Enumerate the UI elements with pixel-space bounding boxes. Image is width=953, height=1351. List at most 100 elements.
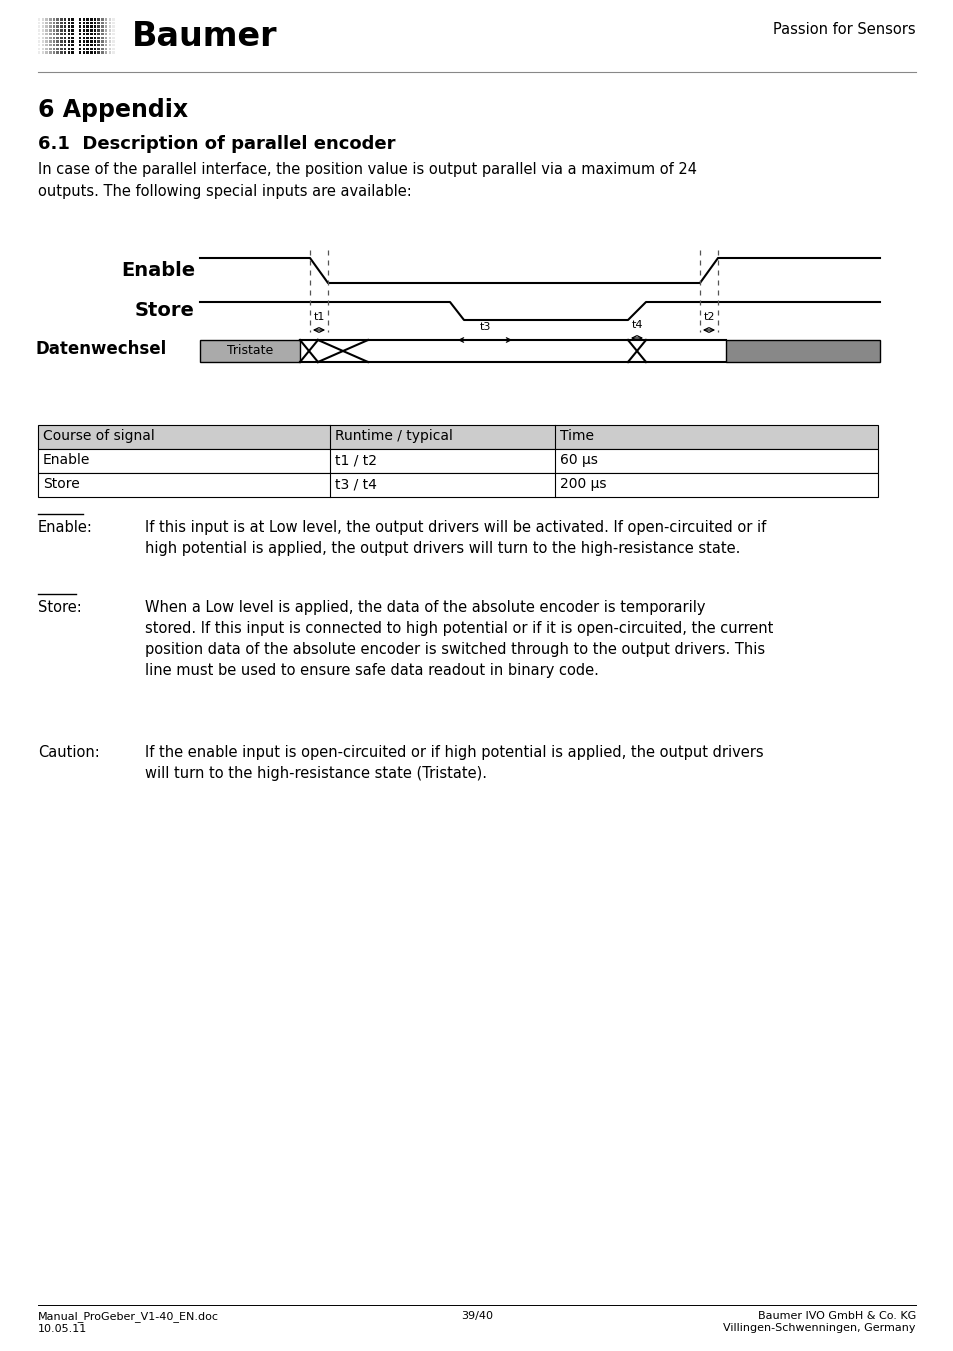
Text: If the enable input is open-circuited or if high potential is applied, the outpu: If the enable input is open-circuited or… — [145, 744, 762, 781]
Bar — [38, 43, 40, 46]
Bar — [101, 36, 104, 39]
Text: Store: Store — [135, 301, 194, 320]
Bar — [71, 32, 73, 35]
Bar — [105, 18, 108, 20]
Bar — [93, 22, 96, 24]
Bar — [52, 26, 55, 28]
Bar — [68, 41, 70, 43]
Bar — [79, 36, 81, 39]
Text: 200 µs: 200 µs — [559, 477, 606, 490]
Bar — [101, 51, 104, 54]
Bar — [60, 47, 63, 50]
Bar — [79, 30, 81, 31]
Bar — [83, 41, 85, 43]
Bar — [93, 43, 96, 46]
Bar — [42, 36, 44, 39]
Bar — [87, 30, 89, 31]
Bar — [112, 26, 114, 28]
Text: t3 / t4: t3 / t4 — [335, 477, 376, 490]
Bar — [49, 30, 51, 31]
Bar — [93, 30, 96, 31]
Bar — [109, 47, 111, 50]
Bar — [60, 26, 63, 28]
Bar — [112, 22, 114, 24]
Bar — [68, 26, 70, 28]
Bar — [64, 18, 67, 20]
Text: Baumer: Baumer — [132, 20, 277, 53]
Bar — [56, 36, 59, 39]
Bar — [38, 32, 40, 35]
Bar — [68, 36, 70, 39]
Bar — [64, 22, 67, 24]
Bar — [105, 32, 108, 35]
Bar — [101, 41, 104, 43]
Bar — [60, 30, 63, 31]
Bar — [79, 32, 81, 35]
Bar — [38, 426, 877, 449]
Bar — [87, 41, 89, 43]
Bar — [49, 47, 51, 50]
Bar — [109, 18, 111, 20]
Bar — [56, 30, 59, 31]
Bar — [38, 22, 40, 24]
Bar — [90, 26, 92, 28]
Bar — [83, 26, 85, 28]
Bar — [200, 340, 299, 362]
Bar — [64, 43, 67, 46]
Bar — [49, 22, 51, 24]
Bar — [83, 51, 85, 54]
Bar — [93, 47, 96, 50]
Bar — [87, 18, 89, 20]
Bar — [83, 18, 85, 20]
Bar — [68, 30, 70, 31]
Bar — [79, 51, 81, 54]
Bar — [87, 43, 89, 46]
Bar — [109, 51, 111, 54]
Bar — [97, 47, 100, 50]
Bar — [71, 26, 73, 28]
Bar — [97, 36, 100, 39]
Bar — [79, 18, 81, 20]
Bar — [42, 51, 44, 54]
Bar — [97, 30, 100, 31]
Text: Course of signal: Course of signal — [43, 430, 154, 443]
Bar — [83, 22, 85, 24]
Bar — [60, 51, 63, 54]
Bar — [42, 43, 44, 46]
Bar — [101, 26, 104, 28]
Bar — [38, 47, 40, 50]
Text: When a Low level is applied, the data of the absolute encoder is temporarily
sto: When a Low level is applied, the data of… — [145, 600, 773, 678]
Bar — [38, 41, 40, 43]
Bar — [112, 51, 114, 54]
Bar — [90, 51, 92, 54]
Bar — [49, 41, 51, 43]
Bar — [79, 47, 81, 50]
Bar — [112, 43, 114, 46]
Bar — [42, 22, 44, 24]
Bar — [83, 32, 85, 35]
Bar — [90, 18, 92, 20]
Text: t4: t4 — [631, 320, 642, 330]
Text: Manual_ProGeber_V1-40_EN.doc
10.05.11: Manual_ProGeber_V1-40_EN.doc 10.05.11 — [38, 1310, 219, 1333]
Bar — [46, 51, 48, 54]
Bar — [68, 18, 70, 20]
Bar — [71, 18, 73, 20]
Bar — [97, 43, 100, 46]
Bar — [79, 41, 81, 43]
Bar — [46, 32, 48, 35]
Bar — [79, 22, 81, 24]
Bar — [52, 32, 55, 35]
Text: In case of the parallel interface, the position value is output parallel via a m: In case of the parallel interface, the p… — [38, 162, 697, 199]
Bar — [97, 26, 100, 28]
Text: Store:: Store: — [38, 600, 82, 615]
Bar — [68, 51, 70, 54]
Text: 60 µs: 60 µs — [559, 453, 598, 467]
Bar — [56, 51, 59, 54]
Bar — [87, 36, 89, 39]
Bar — [49, 51, 51, 54]
Text: 39/40: 39/40 — [460, 1310, 493, 1321]
Bar — [60, 41, 63, 43]
Bar — [97, 41, 100, 43]
Text: Time: Time — [559, 430, 594, 443]
Bar — [105, 43, 108, 46]
